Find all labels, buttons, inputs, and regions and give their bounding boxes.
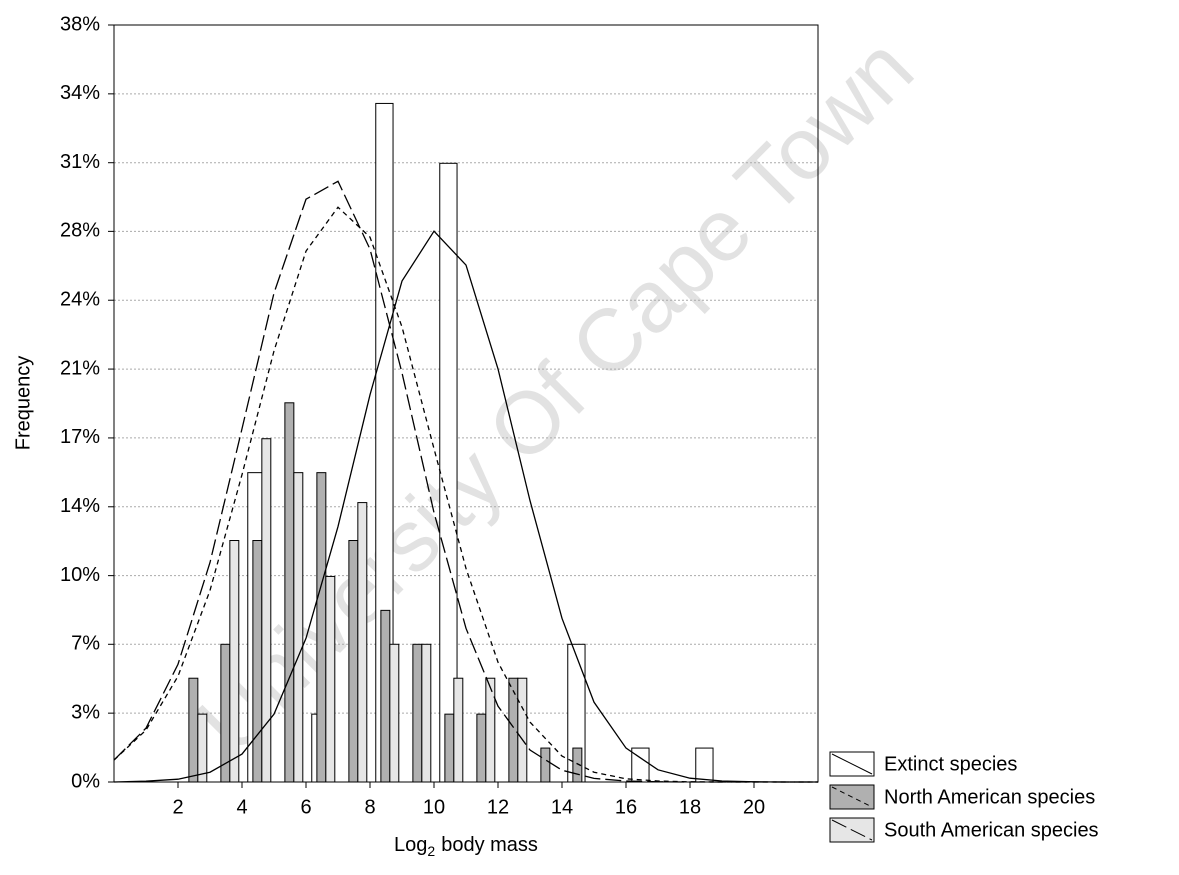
bar xyxy=(197,713,208,783)
bar xyxy=(508,677,519,783)
y-tick-label: 17% xyxy=(60,426,100,448)
bar xyxy=(412,643,423,783)
legend-line xyxy=(831,753,873,775)
x-tick-label: 8 xyxy=(364,796,375,818)
x-tick-label: 14 xyxy=(551,796,573,818)
x-tick-label: 10 xyxy=(423,796,445,818)
fit-curve xyxy=(113,230,818,783)
x-axis-label: Log2 body mass xyxy=(394,834,538,858)
x-label-subscript: 2 xyxy=(427,843,435,859)
bar xyxy=(389,643,400,783)
bar xyxy=(380,609,391,783)
x-tick-label: 4 xyxy=(236,796,247,818)
x-tick-label: 2 xyxy=(172,796,183,818)
bar xyxy=(325,575,336,783)
legend-label: North American species xyxy=(884,786,1095,808)
y-tick-label: 7% xyxy=(71,633,100,655)
bar xyxy=(348,540,359,783)
bar xyxy=(485,677,496,783)
bar xyxy=(476,713,487,783)
bar xyxy=(357,502,368,783)
legend-line xyxy=(831,786,873,808)
bar xyxy=(293,472,304,783)
bar xyxy=(517,677,528,783)
legend-label: South American species xyxy=(884,819,1099,841)
x-tick-label: 18 xyxy=(679,796,701,818)
y-tick-label: 24% xyxy=(60,288,100,310)
y-tick-label: 3% xyxy=(71,701,100,723)
x-tick-label: 12 xyxy=(487,796,509,818)
y-tick-label: 28% xyxy=(60,220,100,242)
y-tick-label: 31% xyxy=(60,151,100,173)
y-tick-label: 0% xyxy=(71,770,100,792)
bar xyxy=(252,540,263,783)
x-label-rest: body mass xyxy=(441,834,538,856)
legend-line xyxy=(831,819,873,841)
x-tick-label: 16 xyxy=(615,796,637,818)
bar xyxy=(261,438,272,783)
bar xyxy=(540,747,551,783)
legend-label: Extinct species xyxy=(884,753,1017,775)
y-tick-label: 14% xyxy=(60,495,100,517)
bar xyxy=(316,472,327,783)
x-tick-label: 6 xyxy=(300,796,311,818)
plot-frame xyxy=(113,24,819,783)
bar xyxy=(695,747,714,783)
y-tick-label: 38% xyxy=(60,13,100,35)
bar xyxy=(284,402,295,783)
y-axis-label: Frequency xyxy=(12,356,34,451)
y-tick-label: 34% xyxy=(60,82,100,104)
bar xyxy=(229,540,240,783)
bar xyxy=(421,643,432,783)
y-tick-label: 21% xyxy=(60,357,100,379)
bar xyxy=(444,713,455,783)
y-tick-label: 10% xyxy=(60,564,100,586)
x-label-base: Log xyxy=(394,834,427,856)
x-tick-label: 20 xyxy=(743,796,765,818)
bar xyxy=(453,677,464,783)
bar xyxy=(188,677,199,783)
